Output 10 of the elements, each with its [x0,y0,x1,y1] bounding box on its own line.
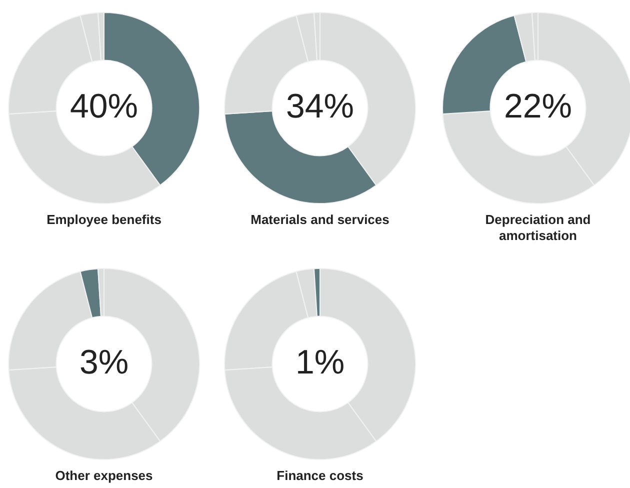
text: Other expenses [54,468,154,484]
text: Employee benefits [46,212,162,228]
text: Depreciation and amortisation [484,212,592,244]
text: Finance costs [276,468,364,484]
text: 22% [504,87,572,126]
text: 3% [79,343,129,382]
text: 34% [286,87,354,126]
text: 40% [70,87,138,126]
text: Materials and services [250,212,390,228]
text: 1% [295,343,345,382]
